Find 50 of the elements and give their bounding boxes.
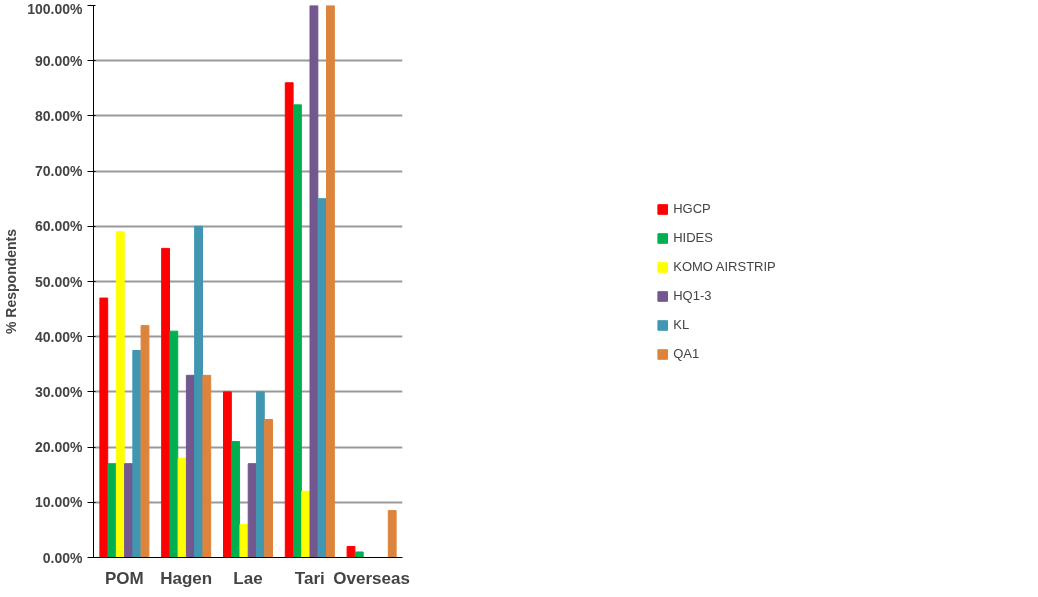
bar [161, 247, 171, 558]
y-tick-label: 30.00% [35, 383, 84, 400]
bar [169, 330, 179, 558]
x-tick-label: POM [105, 568, 144, 588]
bar [264, 419, 274, 558]
y-axis-title: % Respondents [3, 228, 20, 335]
bar [140, 325, 150, 558]
x-tick-label: Hagen [160, 568, 213, 588]
bar [346, 545, 356, 558]
legend-label: KOMO AIRSTRIP [673, 259, 776, 274]
bar [317, 198, 327, 558]
bar [177, 457, 187, 558]
bar [284, 82, 294, 558]
bar [202, 374, 212, 558]
y-tick-label: 60.00% [35, 218, 84, 235]
legend-label: HQ1-3 [673, 288, 712, 303]
bar [387, 510, 397, 558]
bar [231, 441, 241, 558]
bar [325, 5, 335, 558]
bar [354, 551, 364, 558]
y-tick-label: 0.00% [42, 549, 84, 566]
bar [185, 374, 195, 558]
y-tick-label: 80.00% [35, 107, 84, 124]
bar [222, 391, 232, 558]
legend-label: QA1 [673, 346, 700, 361]
y-tick-label: 100.00% [27, 0, 84, 17]
legend-label: KL [673, 317, 691, 332]
legend-label: HIDES [673, 230, 713, 245]
bar [255, 391, 265, 558]
x-tick-label: Tari [294, 568, 325, 588]
bar [115, 231, 125, 558]
x-tick-label: Lae [233, 568, 263, 588]
y-tick-label: 40.00% [35, 328, 84, 345]
bar [293, 104, 302, 558]
bar [309, 5, 319, 558]
bar [301, 490, 311, 558]
y-tick-label: 50.00% [35, 273, 84, 290]
bar [124, 463, 133, 558]
y-tick-label: 70.00% [35, 163, 84, 180]
bar [247, 463, 257, 558]
bar [132, 350, 142, 558]
y-tick-label: 10.00% [35, 494, 84, 511]
bar [99, 297, 109, 558]
y-tick-label: 20.00% [35, 439, 84, 456]
bar [194, 225, 203, 558]
bar [239, 523, 249, 558]
x-tick-label: Overseas [333, 568, 410, 588]
y-tick-label: 90.00% [35, 52, 84, 69]
legend-label: HGCP [673, 201, 711, 216]
bar [107, 463, 117, 558]
